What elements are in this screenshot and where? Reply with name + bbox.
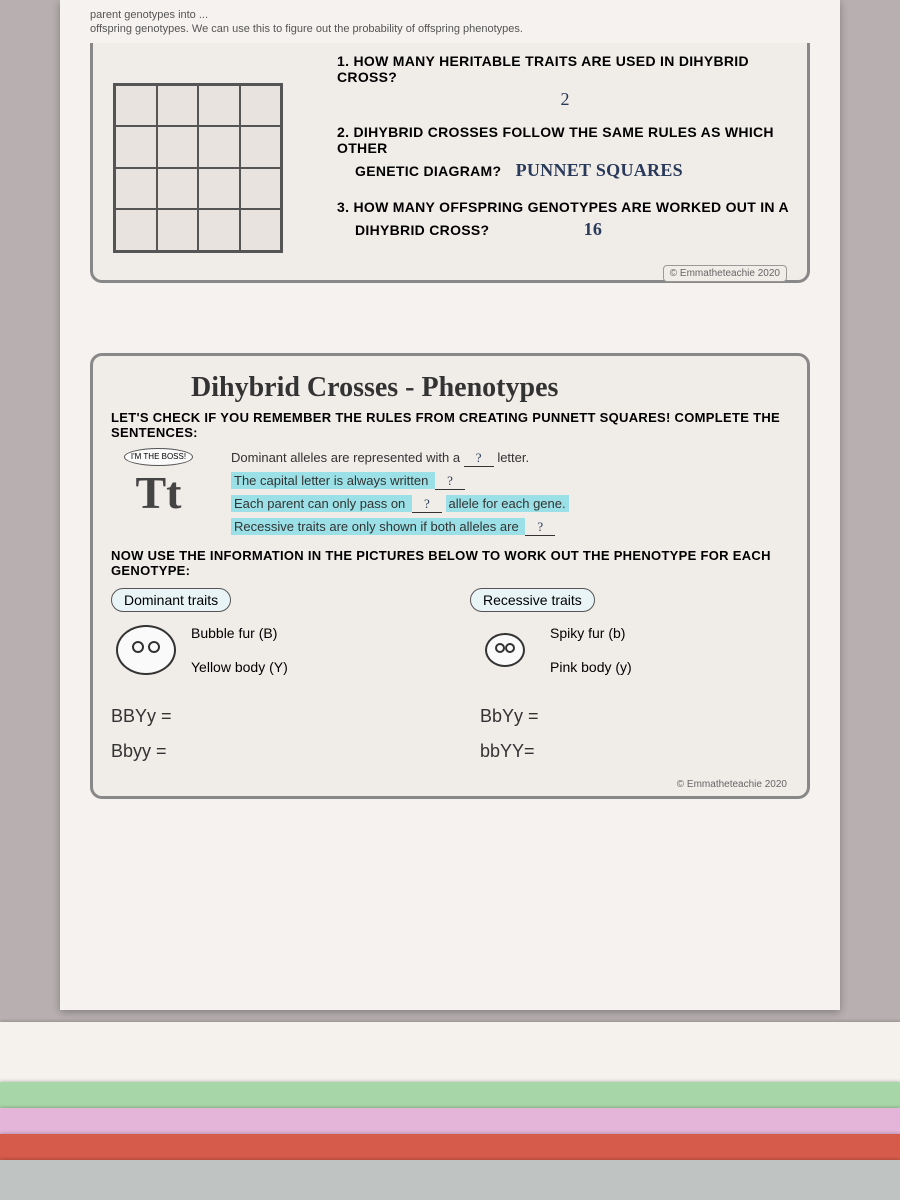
r2-blank: ? xyxy=(435,473,465,490)
r4-pre: Recessive traits are only shown if both … xyxy=(231,518,525,535)
recessive-trait-1: Spiky fur (b) Pink body (y) xyxy=(470,620,789,680)
g3: BbYy = xyxy=(480,706,789,727)
rule-2: The capital letter is always written ? xyxy=(231,473,789,490)
dom-t2: Yellow body (Y) xyxy=(191,659,288,675)
instr2: Now use the information in the pictures … xyxy=(111,548,789,578)
r2-pre: The capital letter is always written xyxy=(231,472,435,489)
rule-4: Recessive traits are only shown if both … xyxy=(231,519,789,536)
geno-col-right: BbYy = bbYY= xyxy=(480,706,789,776)
dominant-trait-1: Bubble fur (B) Yellow body (Y) xyxy=(111,620,430,680)
stack-red xyxy=(0,1134,900,1160)
r3-blank: ? xyxy=(412,496,442,513)
boss-bubble: I'M THE BOSS! xyxy=(124,448,193,466)
instr1: Let's check if you remember the rules fr… xyxy=(111,410,789,440)
r3-post: allele for each gene. xyxy=(446,495,569,512)
punnett-grid xyxy=(113,83,283,253)
stack-gray xyxy=(0,1160,900,1200)
r1-post: letter. xyxy=(497,450,529,465)
section-bottom: Dihybrid Crosses - Phenotypes Let's chec… xyxy=(90,353,810,799)
stack-pink xyxy=(0,1108,900,1134)
r3-pre: Each parent can only pass on xyxy=(231,495,412,512)
questions: 1. How many heritable traits are used in… xyxy=(337,53,793,240)
a2: Punnet squares xyxy=(516,160,683,180)
intro-line2: offspring genotypes. We can use this to … xyxy=(90,23,523,35)
recessive-col: Recessive traits Spiky fur (b) Pink body… xyxy=(470,588,789,686)
q1: 1. How many heritable traits are used in… xyxy=(337,53,793,85)
spiky-creature-icon xyxy=(470,620,540,680)
copyright-top: © Emmatheteachie 2020 xyxy=(663,265,787,282)
g2: Bbyy = xyxy=(111,741,420,762)
page-stack xyxy=(0,1022,900,1200)
tt-text: Tt xyxy=(111,466,206,519)
stack-white xyxy=(0,1022,900,1082)
a3: 16 xyxy=(584,219,603,239)
intro-line1: parent genotypes into ... xyxy=(90,9,208,21)
copyright-bottom: © Emmatheteachie 2020 xyxy=(677,779,787,790)
worksheet-page: parent genotypes into ... offspring geno… xyxy=(60,0,840,1010)
q2-line1: 2. Dihybrid crosses follow the same rule… xyxy=(337,124,793,156)
r1-blank: ? xyxy=(464,450,494,467)
dominant-col: Dominant traits Bubble fur (B) Yellow bo… xyxy=(111,588,430,686)
stack-green xyxy=(0,1082,900,1108)
q3-line2: dihybrid cross? 16 xyxy=(355,219,793,240)
tt-badge: I'M THE BOSS! Tt xyxy=(111,446,206,519)
q3-line1: 3. How many offspring genotypes are work… xyxy=(337,199,793,215)
geno-col-left: BBYy = Bbyy = xyxy=(111,706,420,776)
g1: BBYy = xyxy=(111,706,420,727)
rule-1: Dominant alleles are represented with a … xyxy=(231,450,789,467)
title: Dihybrid Crosses - Phenotypes xyxy=(191,372,789,404)
traits-row: Dominant traits Bubble fur (B) Yellow bo… xyxy=(111,588,789,686)
dom-t1: Bubble fur (B) xyxy=(191,625,288,641)
r1-pre: Dominant alleles are represented with a xyxy=(231,450,464,465)
g4: bbYY= xyxy=(480,741,789,762)
rules: Dominant alleles are represented with a … xyxy=(231,450,789,536)
q2-text: genetic diagram? xyxy=(355,163,501,179)
bubble-creature-icon xyxy=(111,620,181,680)
intro-text: parent genotypes into ... offspring geno… xyxy=(90,0,810,37)
r4-blank: ? xyxy=(525,519,555,536)
q3-text: dihybrid cross? xyxy=(355,222,489,238)
recessive-header: Recessive traits xyxy=(470,588,595,612)
rec-t1: Spiky fur (b) xyxy=(550,625,632,641)
a1: 2 xyxy=(337,89,793,110)
rule-3: Each parent can only pass on ? allele fo… xyxy=(231,496,789,513)
section-top: 1. How many heritable traits are used in… xyxy=(90,43,810,283)
genotypes: BBYy = Bbyy = BbYy = bbYY= xyxy=(111,706,789,776)
dominant-header: Dominant traits xyxy=(111,588,231,612)
q2-line2: genetic diagram? Punnet squares xyxy=(355,160,793,181)
rec-t2: Pink body (y) xyxy=(550,659,632,675)
